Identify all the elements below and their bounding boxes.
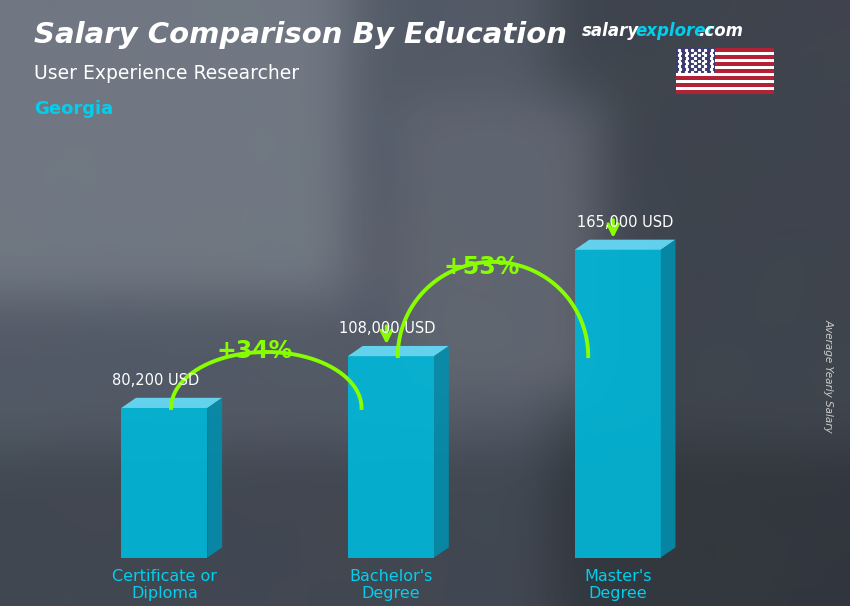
Bar	[676, 56, 774, 59]
Bar	[575, 250, 660, 558]
Polygon shape	[207, 398, 222, 558]
Bar	[676, 90, 774, 94]
Bar	[676, 84, 774, 87]
Bar	[676, 73, 774, 76]
Text: salary: salary	[582, 22, 639, 41]
Bar	[676, 80, 774, 84]
Bar	[676, 87, 774, 90]
Text: 165,000 USD: 165,000 USD	[577, 215, 673, 230]
Text: Georgia: Georgia	[34, 100, 113, 118]
Text: User Experience Researcher: User Experience Researcher	[34, 64, 299, 82]
Bar	[676, 70, 774, 73]
Bar	[676, 59, 774, 62]
Bar	[676, 48, 774, 52]
Polygon shape	[434, 346, 449, 558]
Text: 80,200 USD: 80,200 USD	[112, 373, 200, 388]
Polygon shape	[122, 398, 222, 408]
Polygon shape	[348, 346, 449, 356]
Polygon shape	[575, 240, 676, 250]
Text: +53%: +53%	[444, 255, 520, 279]
Bar	[676, 66, 774, 70]
Bar	[122, 408, 207, 558]
Text: Average Yearly Salary: Average Yearly Salary	[824, 319, 834, 433]
Text: 108,000 USD: 108,000 USD	[339, 321, 435, 336]
Bar	[348, 356, 434, 558]
Text: explorer: explorer	[636, 22, 715, 41]
Text: .com: .com	[699, 22, 744, 41]
Bar	[676, 62, 774, 66]
Text: +34%: +34%	[217, 339, 293, 363]
Polygon shape	[660, 240, 676, 558]
Bar	[676, 48, 715, 73]
Bar	[676, 76, 774, 80]
Text: Salary Comparison By Education: Salary Comparison By Education	[34, 21, 567, 49]
Bar	[676, 52, 774, 56]
